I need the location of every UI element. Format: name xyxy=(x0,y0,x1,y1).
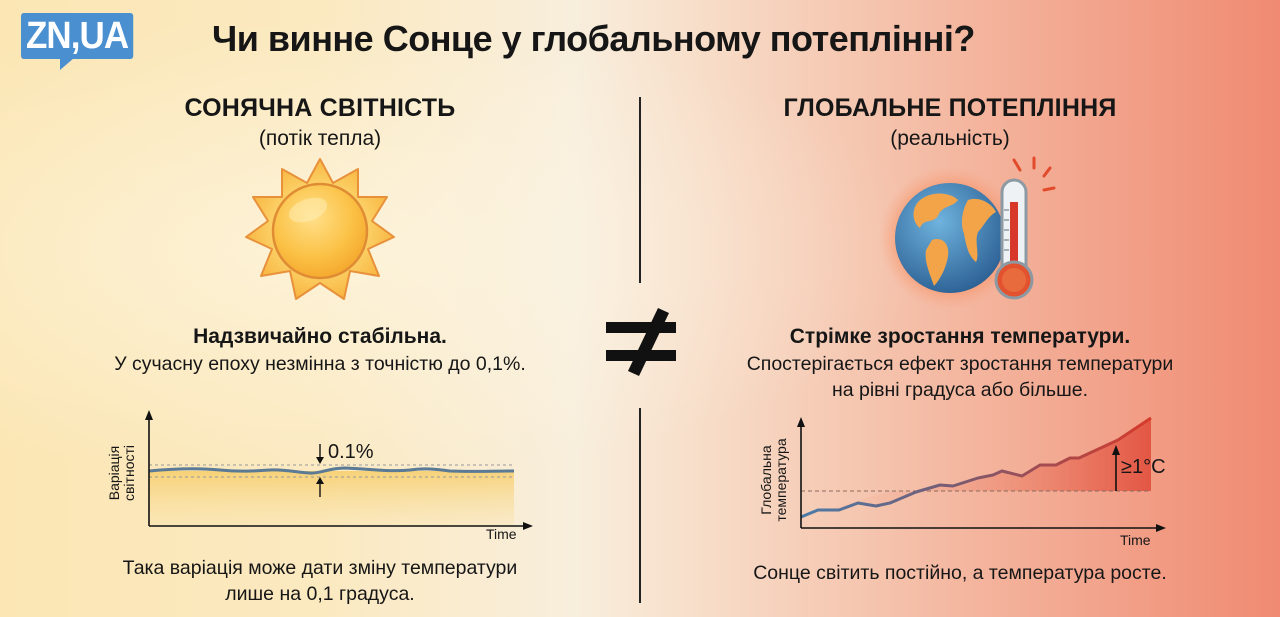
right-subheading: (реальність) xyxy=(890,127,1010,150)
luminosity-xlabel: Time xyxy=(486,526,517,542)
left-bold-statement: Надзвичайно стабільна. xyxy=(193,325,447,348)
not-equal-icon xyxy=(602,300,680,390)
left-heading: СОНЯЧНА СВІТНІСТЬ xyxy=(184,94,456,122)
temperature-xlabel: Time xyxy=(1120,532,1151,548)
right-statement: Стрімке зростання температури. Спостеріг… xyxy=(690,325,1230,403)
right-description-line2: на рівні градуса або більше. xyxy=(831,379,1089,401)
luminosity-chart: 0.1% Time Варіація світності xyxy=(100,408,540,548)
luminosity-ylabel-line1: Варіація xyxy=(106,445,122,501)
sun-icon xyxy=(240,155,400,305)
temperature-ylabel-line2: температура xyxy=(773,438,789,522)
temperature-ylabel-line1: Глобальна xyxy=(758,445,774,515)
right-caption: Сонце світить постійно, а температура ро… xyxy=(690,560,1230,586)
left-subheading: (потік тепла) xyxy=(258,127,382,150)
temperature-annotation: ≥1°C xyxy=(1121,456,1166,478)
right-bold-statement: Стрімке зростання температури. xyxy=(789,325,1131,348)
znua-logo[interactable]: ZN,UA xyxy=(21,13,134,59)
left-caption-line1: Така варіація може дати зміну температур… xyxy=(122,557,518,579)
divider-top xyxy=(639,97,641,283)
logo-speech-tail xyxy=(60,58,74,70)
page-title: Чи винне Сонце у глобальному потеплінні? xyxy=(212,18,975,59)
left-description: У сучасну епоху незмінна з точністю до 0… xyxy=(114,353,526,375)
right-caption-text: Сонце світить постійно, а температура ро… xyxy=(753,562,1167,584)
right-description-line1: Спостерігається ефект зростання температ… xyxy=(746,353,1174,375)
luminosity-annotation: 0.1% xyxy=(328,441,374,463)
luminosity-ylabel-line2: світності xyxy=(121,445,137,501)
left-caption: Така варіація може дати зміну температур… xyxy=(60,555,580,607)
temperature-ylabel: Глобальна температура xyxy=(758,420,789,540)
right-header: ГЛОБАЛЬНЕ ПОТЕПЛІННЯ (реальність) xyxy=(740,94,1160,151)
globe-thermometer-icon xyxy=(880,150,1060,310)
right-heading: ГЛОБАЛЬНЕ ПОТЕПЛІННЯ xyxy=(783,94,1117,122)
luminosity-ylabel: Варіація світності xyxy=(106,413,137,533)
left-caption-line2: лише на 0,1 градуса. xyxy=(225,583,415,605)
divider-bottom xyxy=(639,408,641,603)
temperature-chart: ≥1°C Time Глобальна температура xyxy=(740,410,1180,560)
left-header: СОНЯЧНА СВІТНІСТЬ (потік тепла) xyxy=(120,94,520,151)
left-statement: Надзвичайно стабільна. У сучасну епоху н… xyxy=(60,325,580,377)
